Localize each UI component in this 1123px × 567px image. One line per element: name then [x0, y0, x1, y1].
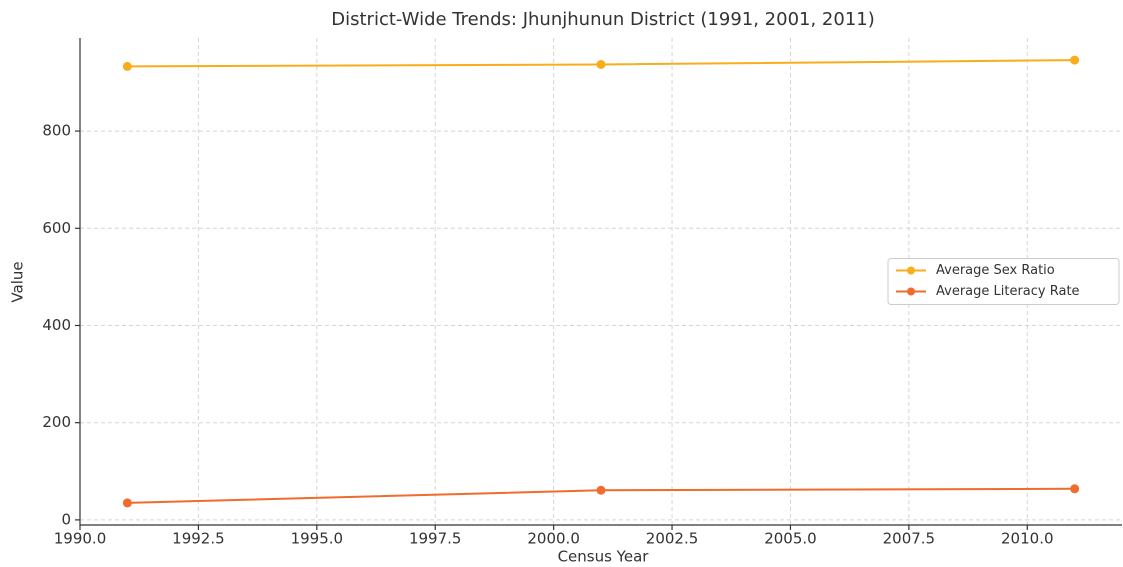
data-point: [1070, 55, 1080, 65]
data-point: [596, 59, 606, 69]
x-tick-label: 2002.5: [646, 530, 699, 548]
x-tick-label: 2010.0: [1001, 530, 1054, 548]
y-axis-label: Value: [9, 261, 27, 302]
x-tick-label: 1997.5: [409, 530, 462, 548]
x-axis-label: Census Year: [558, 548, 650, 566]
x-tick-label: 2000.0: [527, 530, 580, 548]
data-point: [1070, 484, 1080, 494]
y-tick-label: 600: [42, 219, 71, 237]
data-point: [122, 498, 132, 508]
x-tick-label: 1995.0: [291, 530, 344, 548]
x-tick-label: 2007.5: [883, 530, 936, 548]
data-point: [596, 485, 606, 495]
x-tick-label: 1992.5: [172, 530, 225, 548]
data-point: [122, 61, 132, 71]
legend-label: Average Sex Ratio: [936, 263, 1055, 278]
legend-marker: [907, 266, 915, 275]
y-tick-label: 800: [42, 122, 71, 140]
legend-label: Average Literacy Rate: [936, 284, 1080, 299]
x-tick-label: 2005.0: [764, 530, 817, 548]
x-tick-label: 1990.0: [54, 530, 107, 548]
chart-title: District-Wide Trends: Jhunjhunun Distric…: [331, 9, 875, 30]
y-tick-label: 0: [61, 510, 71, 528]
legend-marker: [907, 287, 915, 296]
y-tick-label: 400: [42, 316, 71, 334]
y-tick-label: 200: [42, 413, 71, 431]
legend-box: [887, 258, 1120, 305]
